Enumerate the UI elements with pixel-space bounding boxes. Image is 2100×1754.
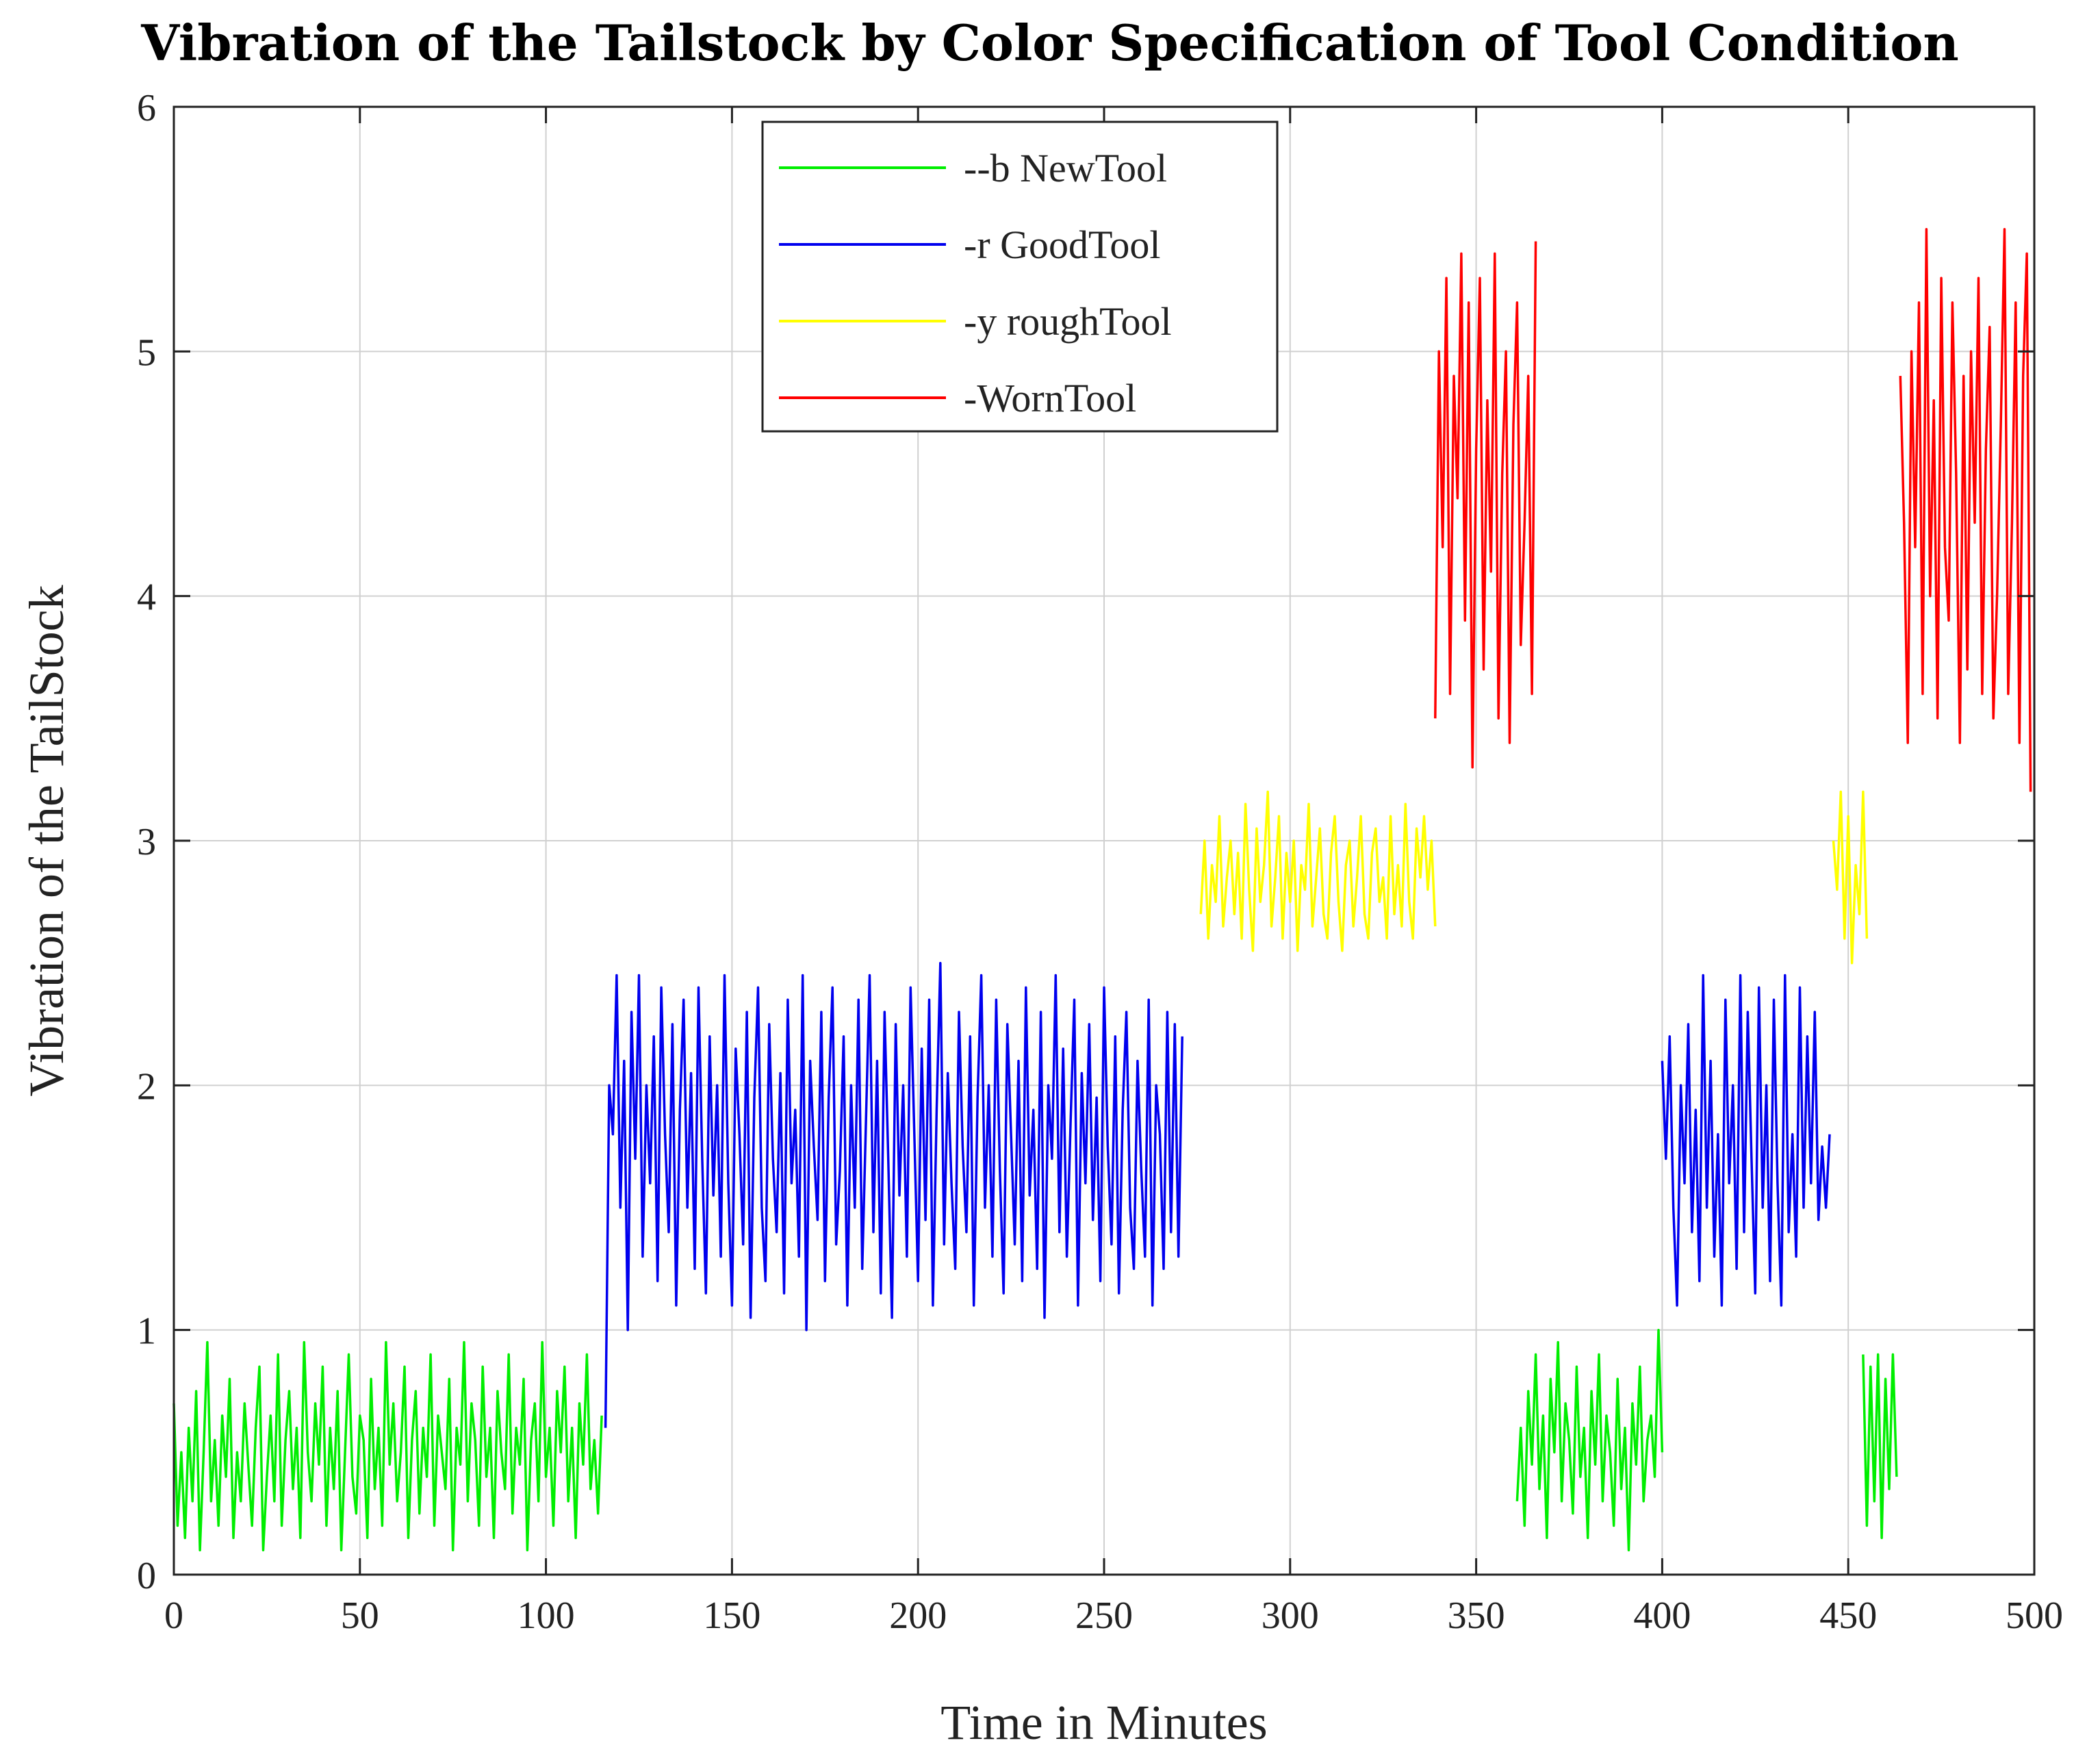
x-tick-label: 400: [1633, 1594, 1691, 1637]
x-tick-label: 150: [703, 1594, 760, 1637]
series-line-worntool-segment-2: [1899, 227, 2032, 792]
x-tick-label: 300: [1262, 1594, 1319, 1637]
x-tick-label: 0: [164, 1594, 183, 1637]
series-line-bnewtool-segment-3: [1862, 1353, 1898, 1540]
axes-ticks: 0 50 100 150 200 250 300 350 400 450 500 0 1 2 3 4 5 6: [137, 87, 2063, 1637]
series-line-yroughtool-segment-2: [1832, 790, 1869, 965]
y-tick-label: 2: [137, 1065, 156, 1108]
legend-label: --b NewTool: [964, 146, 1167, 190]
series-line-bnewtool-segment-1: [172, 1340, 603, 1552]
legend-label: -r GoodTool: [964, 223, 1161, 267]
x-tick-label: 50: [341, 1594, 379, 1637]
series-worntool: [1434, 227, 2032, 792]
series-bnewtool: [172, 1328, 1898, 1552]
series-line-worntool-segment-1: [1434, 241, 1537, 769]
y-tick-label: 4: [137, 576, 156, 619]
legend-box: [761, 120, 1279, 433]
y-tick-label: 0: [137, 1555, 156, 1597]
legend-label: -WornTool: [964, 376, 1136, 420]
series-line-yroughtool-segment-1: [1199, 790, 1437, 952]
series-lines: [172, 227, 2032, 1552]
y-tick-label: 3: [137, 821, 156, 863]
series-line-rgoodtool-segment-2: [1661, 974, 1831, 1307]
y-axis-label: Vibration of the TailStock: [19, 585, 74, 1096]
x-tick-label: 200: [889, 1594, 947, 1637]
plot-frame: [172, 105, 2036, 1576]
y-tick-label: 6: [137, 87, 156, 129]
x-tick-label: 100: [517, 1594, 575, 1637]
x-tick-label: 250: [1075, 1594, 1133, 1637]
x-tick-label: 500: [2006, 1594, 2063, 1637]
series-rgoodtool: [604, 961, 1831, 1428]
legend: --b NewTool -r GoodTool -y roughTool -WornT…: [761, 120, 1279, 433]
legend-label: -y roughTool: [964, 299, 1172, 344]
chart-title: Vibration of the Tailstock by Color Spec…: [140, 14, 1959, 72]
y-tick-label: 5: [137, 331, 156, 374]
series-line-rgoodtool-segment-1: [604, 961, 1183, 1428]
x-tick-label: 450: [1819, 1594, 1877, 1637]
x-tick-label: 350: [1448, 1594, 1505, 1637]
y-tick-label: 1: [137, 1310, 156, 1353]
x-axis-label: Time in Minutes: [940, 1695, 1267, 1750]
series-yroughtool: [1199, 790, 1869, 965]
series-line-bnewtool-segment-2: [1515, 1328, 1664, 1552]
